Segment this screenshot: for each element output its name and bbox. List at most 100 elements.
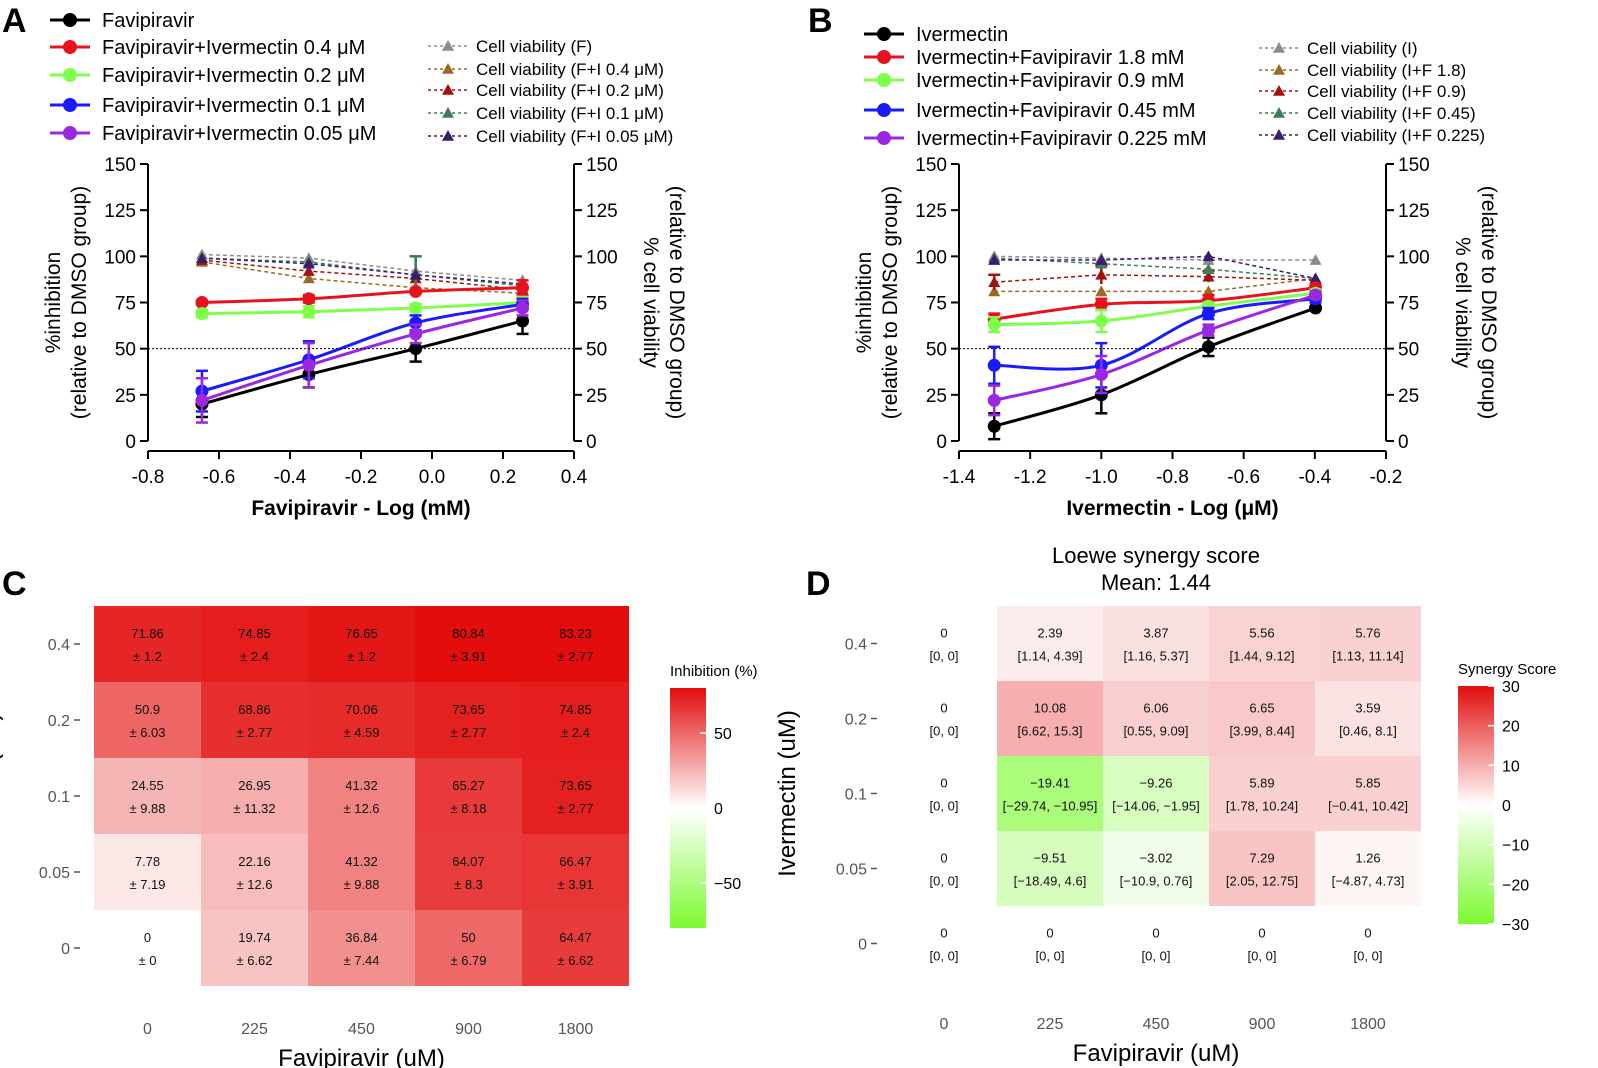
series-point — [987, 393, 1001, 407]
x-tick-label: -0.6 — [1227, 467, 1260, 488]
viability-point — [1202, 285, 1215, 297]
series-line — [994, 286, 1316, 321]
series-point — [195, 296, 209, 309]
series-line — [994, 291, 1316, 327]
viability-line — [201, 259, 523, 291]
legend-label: Favipiravir+Ivermectin 0.05 μM — [102, 123, 376, 145]
legend-marker-viability — [442, 63, 454, 74]
heatmap-cell — [201, 910, 308, 986]
colorbar-tick-label: −30 — [1502, 917, 1529, 934]
heatmap-cell — [1103, 606, 1209, 681]
cell-range: [3.99, 8.44] — [1229, 724, 1294, 739]
legend-marker — [877, 50, 891, 64]
viability-line — [994, 255, 1316, 280]
series-point — [302, 305, 316, 319]
y-tick-label-right: 50 — [586, 340, 607, 361]
series-point — [409, 284, 423, 298]
x-tick-label: 0 — [940, 1016, 949, 1033]
series-point — [1201, 307, 1215, 321]
y-tick-label: 0.1 — [48, 789, 70, 806]
x-tick-label: 0 — [143, 1021, 152, 1038]
viability-line — [994, 277, 1316, 293]
x-tick-label: 1800 — [558, 1021, 594, 1038]
heatmap-cell — [415, 758, 522, 834]
legend-label: Ivermectin+Favipiravir 0.9 mM — [916, 70, 1184, 92]
x-axis-title: Favipiravir - Log (mM) — [251, 497, 470, 520]
plot-B — [987, 250, 1323, 441]
x-tick-label: 1800 — [1350, 1016, 1386, 1033]
x-tick-label: 450 — [1143, 1016, 1170, 1033]
cell-range: ± 4.59 — [343, 725, 379, 740]
heatmap-cell — [94, 758, 201, 834]
cell-range: [−0.41, 10.42] — [1328, 799, 1408, 814]
cell-value: 19.74 — [238, 930, 271, 945]
heatmap-cell — [997, 606, 1103, 681]
y-tick-label-left: 150 — [915, 155, 947, 176]
colorbar-tick-label: −20 — [1502, 877, 1529, 894]
cell-value: 74.85 — [559, 702, 592, 717]
series-point — [195, 307, 209, 321]
legend-label-viability: Cell viability (F) — [476, 37, 592, 56]
heatmap-cell — [1103, 681, 1209, 756]
series-line — [201, 301, 523, 316]
y-tick-label-right: 75 — [1398, 294, 1419, 315]
cell-value: 68.86 — [238, 702, 271, 717]
y-tick-label-right: 125 — [1398, 201, 1430, 222]
y-tick-label: 0.2 — [845, 712, 867, 729]
cell-range: [0.55, 9.09] — [1123, 724, 1188, 739]
legend-label-viability: Cell viability (F+I 0.4 μM) — [476, 60, 664, 79]
y-axis-title-left: %inhibition — [42, 252, 65, 354]
cell-range: [0, 0] — [1036, 949, 1065, 964]
legend-marker — [63, 126, 77, 140]
heatmap-cell — [94, 910, 201, 986]
cell-value: 22.16 — [238, 854, 271, 869]
cell-value: 50 — [461, 930, 475, 945]
legend-marker-viability — [1273, 64, 1285, 75]
heatmap-cell — [997, 681, 1103, 756]
series-point — [1094, 368, 1108, 382]
heatmap-cell — [415, 682, 522, 758]
cell-range: ± 7.19 — [129, 877, 165, 892]
viability-point — [1095, 268, 1108, 280]
legend-marker — [877, 73, 891, 87]
y-axis-title-right: % cell viability — [639, 237, 662, 368]
x-tick-label: 225 — [241, 1021, 268, 1038]
heatmap-cell — [891, 606, 997, 681]
series-line — [201, 306, 523, 402]
series-line — [201, 319, 523, 406]
legend-marker-viability — [1273, 85, 1285, 96]
legend-marker-viability — [442, 84, 454, 95]
heatmap-cell — [1315, 681, 1421, 756]
x-axis-title: Ivermectin - Log (μM) — [1066, 497, 1278, 520]
colorbar-tick-label: 50 — [714, 726, 732, 743]
cell-range: [1.13, 11.14] — [1332, 649, 1403, 664]
heatmap-cell — [891, 906, 997, 981]
y-tick-label-left: 75 — [926, 294, 947, 315]
heatmap-cell — [997, 831, 1103, 906]
colorbar-title: Inhibition (%) — [670, 663, 758, 680]
cell-range: ± 8.3 — [454, 877, 483, 892]
heatmap-cell — [1103, 906, 1209, 981]
series-point — [516, 301, 530, 315]
colorbar-tick-label: 20 — [1502, 719, 1520, 736]
legend-label-viability: Cell viability (I+F 1.8) — [1307, 61, 1466, 80]
series-point — [302, 358, 316, 372]
heatmap-cell — [891, 681, 997, 756]
heatmap-cell — [1209, 831, 1315, 906]
x-tick-label: -0.2 — [1370, 467, 1403, 488]
heatmap-cell — [415, 834, 522, 910]
cell-value: 0 — [940, 926, 947, 941]
heatmap-cell — [308, 682, 415, 758]
heatmap-cell — [201, 682, 308, 758]
series-line — [994, 297, 1316, 371]
cell-value: −19.41 — [1030, 776, 1070, 791]
cell-value: 3.87 — [1143, 626, 1168, 641]
legend-label-viability: Cell viability (I+F 0.45) — [1307, 104, 1476, 123]
x-axis-title: Favipiravir (uM) — [1073, 1040, 1240, 1067]
cell-value: 80.84 — [452, 626, 485, 641]
series-point — [1309, 288, 1323, 302]
heatmap-cell — [308, 606, 415, 682]
y-tick-label-right: 25 — [1398, 386, 1419, 407]
y-tick-label-right: 150 — [1398, 155, 1430, 176]
heatmap-cell — [308, 758, 415, 834]
